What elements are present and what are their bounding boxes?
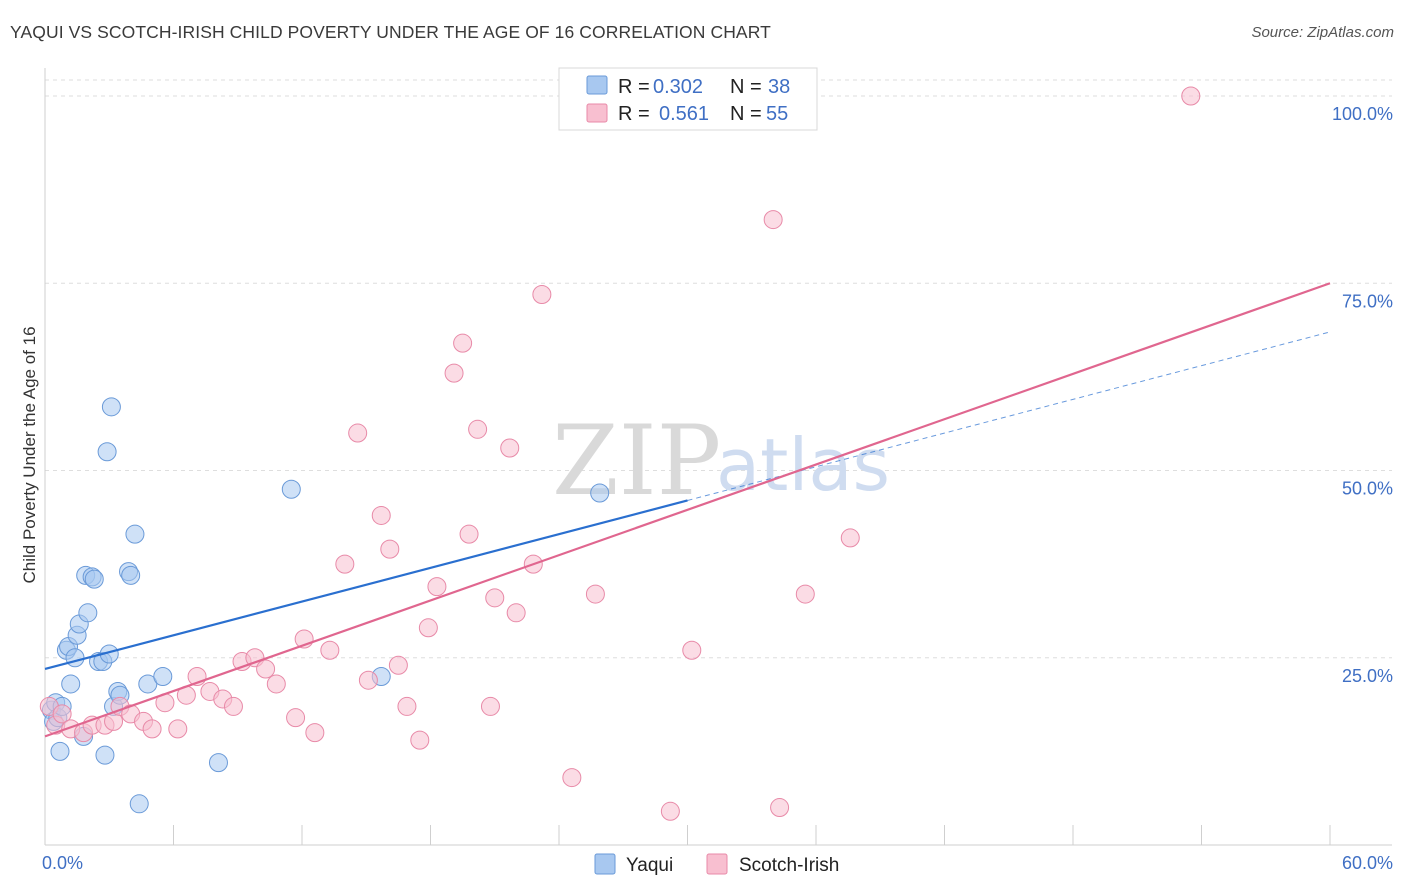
x-tick-label-1: 60.0% <box>1342 853 1393 873</box>
legend-n-label-scotch-irish: N = <box>730 103 762 125</box>
watermark: ZIP atlas <box>552 405 890 517</box>
point-scotch-irish-36 <box>427 577 447 597</box>
legend-r-label-scotch-irish: R = <box>618 103 650 125</box>
chart-title: YAQUI VS SCOTCH-IRISH CHILD POVERTY UNDE… <box>10 22 771 42</box>
point-yaqui-31 <box>153 666 173 686</box>
point-scotch-irish-21 <box>256 659 276 679</box>
y-axis-title: Child Poverty Under the Age of 16 <box>20 326 39 583</box>
series-legend-label-yaqui: Yaqui <box>626 855 673 876</box>
point-scotch-irish-22 <box>266 674 286 694</box>
point-yaqui-32 <box>208 753 228 773</box>
legend-r-label-yaqui: R = <box>618 76 650 98</box>
point-yaqui-4 <box>50 741 70 761</box>
point-yaqui-35 <box>590 483 610 503</box>
x-tick-labels: 0.0% 60.0% <box>42 853 1393 873</box>
trend-layer <box>44 282 1331 738</box>
y-tick-label-0: 25.0% <box>1342 666 1393 686</box>
legend-n-value-scotch-irish: 55 <box>766 103 788 125</box>
point-scotch-irish-55 <box>1181 86 1201 106</box>
point-yaqui-27 <box>121 565 141 585</box>
point-scotch-irish-33 <box>397 696 417 716</box>
gridlines <box>45 79 1392 659</box>
correlation-legend: R = 0.302 N = 38 R = 0.561 N = 55 <box>558 67 818 131</box>
point-scotch-irish-13 <box>168 719 188 739</box>
trend-line-scotch-irish <box>44 282 1331 738</box>
point-scotch-irish-18 <box>223 696 243 716</box>
watermark-atlas: atlas <box>716 423 890 507</box>
point-scotch-irish-52 <box>770 798 790 818</box>
point-scotch-irish-40 <box>468 419 488 439</box>
point-scotch-irish-23 <box>286 708 306 728</box>
point-scotch-irish-42 <box>485 588 505 608</box>
point-scotch-irish-25 <box>305 723 325 743</box>
y-tick-label-2: 75.0% <box>1342 291 1393 311</box>
point-scotch-irish-35 <box>418 618 438 638</box>
point-scotch-irish-43 <box>500 438 520 458</box>
point-scotch-irish-34 <box>410 730 430 750</box>
source-label: Source: ZipAtlas.com <box>1251 24 1394 41</box>
point-scotch-irish-38 <box>453 333 473 353</box>
legend-n-label-yaqui: N = <box>730 76 762 98</box>
point-scotch-irish-41 <box>480 696 500 716</box>
point-scotch-irish-46 <box>532 284 552 304</box>
point-yaqui-30 <box>138 674 158 694</box>
point-scotch-irish-53 <box>795 584 815 604</box>
point-yaqui-22 <box>101 397 121 417</box>
point-scotch-irish-44 <box>506 603 526 623</box>
point-scotch-irish-47 <box>562 768 582 788</box>
point-scotch-irish-28 <box>348 423 368 443</box>
point-yaqui-9 <box>65 648 85 668</box>
point-yaqui-19 <box>95 745 115 765</box>
point-yaqui-16 <box>84 569 104 589</box>
watermark-zip: ZIP <box>552 405 721 517</box>
point-scotch-irish-31 <box>380 539 400 559</box>
point-scotch-irish-29 <box>358 670 378 690</box>
points-layer <box>39 86 1201 821</box>
legend-swatch-scotch-irish <box>586 103 608 123</box>
series-legend-label-scotch-irish: Scotch-Irish <box>739 855 839 876</box>
y-tick-label-1: 50.0% <box>1342 479 1393 499</box>
legend-r-value-scotch-irish: 0.561 <box>659 103 709 125</box>
point-yaqui-29 <box>129 794 149 814</box>
point-yaqui-14 <box>78 603 98 623</box>
trend-line-yaqui <box>44 499 688 671</box>
point-scotch-irish-30 <box>371 505 391 525</box>
point-scotch-irish-48 <box>585 584 605 604</box>
point-yaqui-28 <box>125 524 145 544</box>
point-scotch-irish-49 <box>660 801 680 821</box>
point-scotch-irish-54 <box>840 528 860 548</box>
point-scotch-irish-26 <box>320 640 340 660</box>
series-legend-swatch-scotch-irish <box>706 853 728 875</box>
legend-n-value-yaqui: 38 <box>768 76 790 98</box>
point-yaqui-8 <box>61 674 81 694</box>
point-scotch-irish-2 <box>52 704 72 724</box>
point-scotch-irish-11 <box>142 719 162 739</box>
point-scotch-irish-32 <box>388 655 408 675</box>
y-tick-label-3: 100.0% <box>1332 104 1393 124</box>
point-yaqui-33 <box>281 479 301 499</box>
legend-r-value-yaqui: 0.302 <box>653 76 703 98</box>
point-yaqui-20 <box>97 442 117 462</box>
series-legend-swatch-yaqui <box>594 853 616 875</box>
point-scotch-irish-27 <box>335 554 355 574</box>
point-scotch-irish-37 <box>444 363 464 383</box>
y-tick-labels: 25.0% 50.0% 75.0% 100.0% <box>1332 104 1393 686</box>
point-scotch-irish-39 <box>459 524 479 544</box>
x-tick-label-0: 0.0% <box>42 853 83 873</box>
point-scotch-irish-50 <box>682 640 702 660</box>
point-scotch-irish-51 <box>763 210 783 230</box>
series-legend: Yaqui Scotch-Irish <box>594 853 839 876</box>
legend-swatch-yaqui <box>586 75 608 95</box>
